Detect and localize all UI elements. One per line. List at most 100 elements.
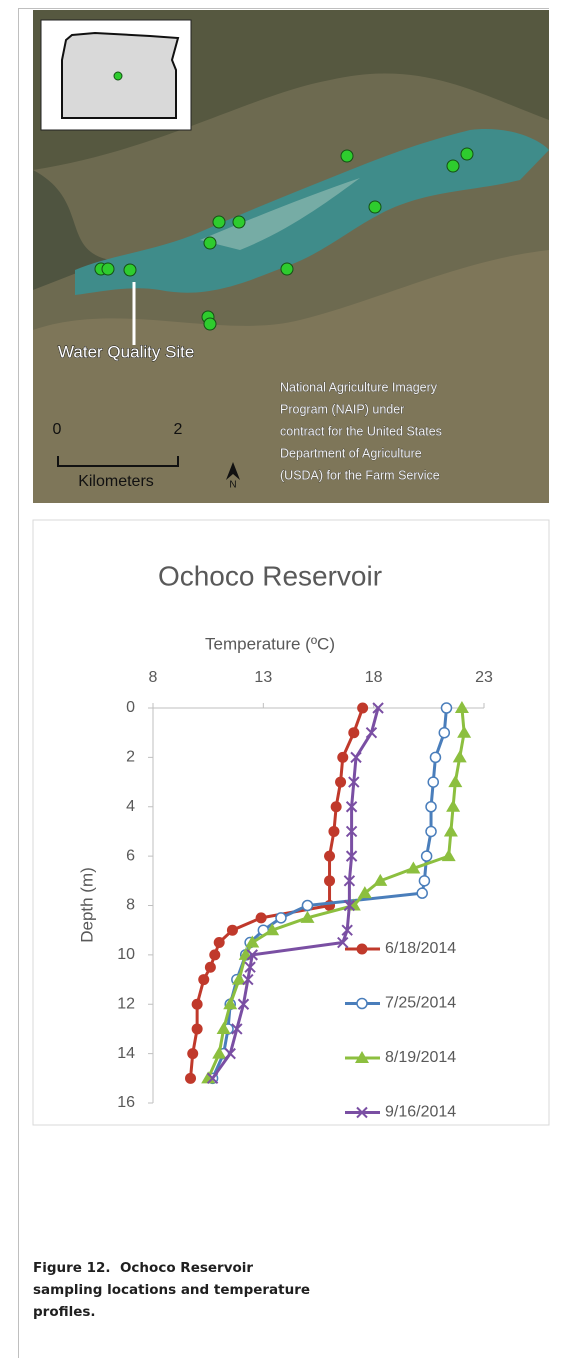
data-point bbox=[265, 923, 280, 936]
legend-label: 7/25/2014 bbox=[385, 995, 456, 1012]
data-point bbox=[341, 924, 353, 936]
y-tick-label: 6 bbox=[126, 847, 135, 864]
site-label: Water Quality Site bbox=[58, 342, 194, 361]
data-point bbox=[255, 912, 267, 924]
credit-line: Department of Agriculture bbox=[280, 446, 422, 460]
reservoir-glare bbox=[200, 178, 360, 250]
data-point bbox=[198, 974, 210, 986]
x-tick-label: 18 bbox=[365, 669, 383, 686]
data-point bbox=[216, 1021, 231, 1034]
data-point bbox=[191, 1023, 203, 1035]
data-point bbox=[212, 1046, 227, 1059]
terrain bbox=[33, 250, 549, 503]
site bbox=[123, 263, 137, 277]
terrain bbox=[33, 170, 110, 290]
data-point bbox=[446, 799, 461, 812]
chart-frame bbox=[32, 519, 550, 1126]
data-point bbox=[226, 924, 238, 936]
data-point bbox=[324, 850, 336, 862]
data-point bbox=[204, 961, 216, 973]
data-point bbox=[345, 801, 358, 813]
data-point bbox=[300, 910, 315, 923]
data-point bbox=[335, 776, 347, 788]
site bbox=[460, 147, 474, 161]
x-tick-label: 8 bbox=[149, 669, 158, 686]
data-point bbox=[337, 936, 349, 949]
data-point bbox=[440, 702, 453, 714]
site bbox=[203, 236, 217, 250]
data-point bbox=[425, 801, 437, 813]
scale-label: 2 bbox=[174, 421, 183, 438]
data-point bbox=[373, 873, 388, 886]
inset-site bbox=[113, 71, 123, 81]
y-tick-label: 8 bbox=[126, 897, 135, 914]
legend-label: 8/19/2014 bbox=[385, 1049, 456, 1066]
data-point bbox=[365, 726, 378, 739]
data-point bbox=[231, 1023, 243, 1035]
data-point bbox=[357, 702, 369, 714]
data-point bbox=[454, 701, 469, 713]
y-tick-label: 10 bbox=[117, 946, 135, 963]
data-point bbox=[348, 727, 360, 739]
y-tick-label: 4 bbox=[126, 798, 135, 815]
x-axis-title: Temperature (ºC) bbox=[205, 634, 335, 653]
data-point bbox=[206, 1072, 219, 1085]
data-point bbox=[345, 825, 358, 838]
scale-bar bbox=[57, 456, 179, 467]
data-point bbox=[429, 751, 442, 764]
credit-line: (USDA) for the Farm Service bbox=[280, 468, 440, 482]
map: Water Quality Site National Agriculture … bbox=[33, 10, 549, 503]
x-tick-label: 13 bbox=[254, 669, 272, 686]
data-point bbox=[237, 998, 250, 1010]
data-point bbox=[245, 935, 260, 948]
site bbox=[340, 149, 354, 163]
legend-label: 6/18/2014 bbox=[385, 940, 456, 957]
site bbox=[446, 159, 460, 173]
data-point bbox=[350, 751, 362, 764]
data-point bbox=[191, 998, 203, 1010]
data-point bbox=[330, 801, 342, 813]
data-point bbox=[418, 875, 431, 887]
data-point bbox=[345, 850, 358, 862]
data-point bbox=[185, 1072, 197, 1084]
site bbox=[280, 262, 294, 276]
data-point bbox=[343, 875, 356, 887]
data-point bbox=[438, 726, 451, 739]
data-point bbox=[416, 887, 428, 899]
site bbox=[232, 215, 246, 229]
data-point bbox=[457, 725, 472, 738]
data-point bbox=[343, 899, 356, 912]
y-tick-label: 2 bbox=[126, 749, 135, 766]
data-point bbox=[420, 850, 433, 862]
site bbox=[212, 215, 226, 229]
data-point bbox=[187, 1048, 199, 1060]
y-tick-label: 14 bbox=[117, 1045, 135, 1062]
chart-title: Ochoco Reservoir bbox=[158, 560, 382, 591]
data-point bbox=[246, 949, 259, 961]
data-point bbox=[275, 912, 287, 924]
y-tick-label: 12 bbox=[117, 995, 135, 1012]
data-point bbox=[301, 899, 314, 912]
data-point bbox=[337, 751, 349, 763]
legend-label: 9/16/2014 bbox=[385, 1104, 456, 1121]
north-label: N bbox=[229, 480, 236, 491]
sampling-sites bbox=[94, 147, 474, 331]
y-axis-title: Depth (m) bbox=[77, 867, 96, 943]
data-point bbox=[232, 972, 247, 985]
data-point bbox=[213, 937, 225, 949]
data-point bbox=[452, 750, 467, 763]
data-point bbox=[443, 824, 458, 837]
site bbox=[368, 200, 382, 214]
x-tick-label: 23 bbox=[475, 669, 493, 686]
north-arrow bbox=[226, 462, 240, 480]
data-point bbox=[244, 961, 256, 973]
data-point bbox=[328, 825, 340, 837]
data-point bbox=[427, 776, 439, 788]
data-point bbox=[448, 775, 463, 788]
y-tick-label: 16 bbox=[117, 1094, 135, 1111]
legend-marker bbox=[355, 1051, 369, 1063]
credit-line: National Agriculture Imagery bbox=[280, 380, 438, 394]
site bbox=[203, 317, 217, 331]
